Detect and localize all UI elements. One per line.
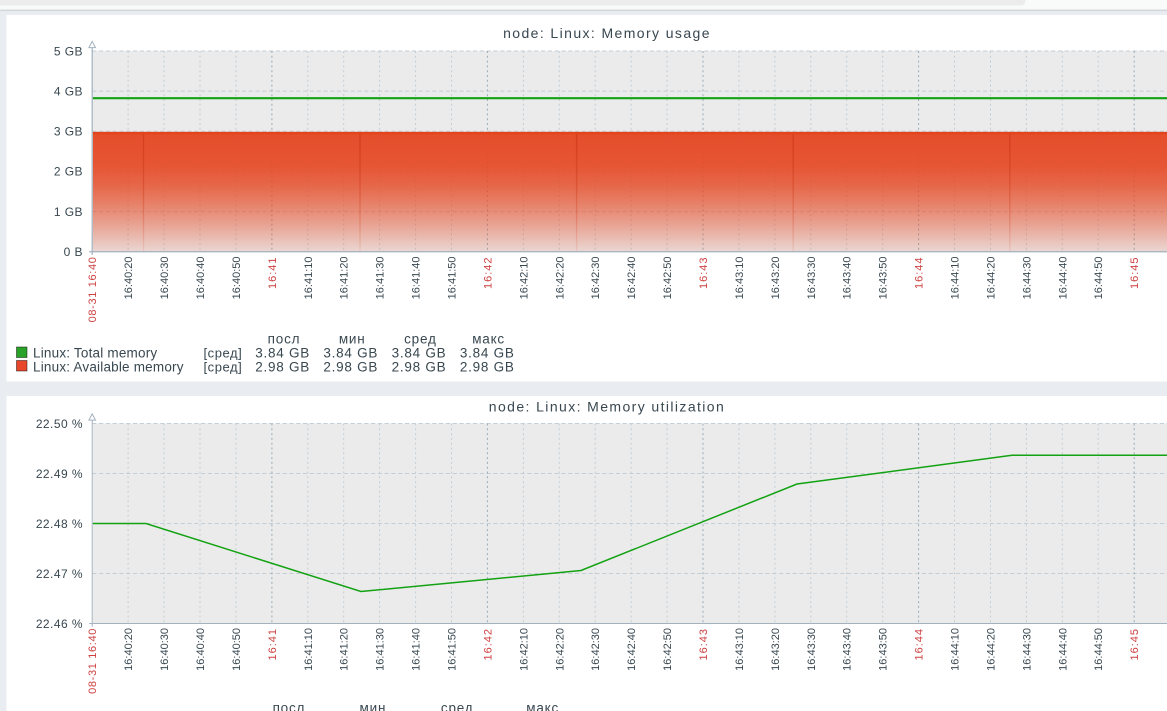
svg-text:16:40:40: 16:40:40 xyxy=(195,628,207,671)
svg-text:08-31 16:40: 08-31 16:40 xyxy=(87,257,99,323)
svg-text:16:43:40: 16:43:40 xyxy=(842,257,854,300)
svg-text:16:40:40: 16:40:40 xyxy=(195,257,207,300)
svg-text:16:43:10: 16:43:10 xyxy=(734,628,746,671)
svg-text:16:41: 16:41 xyxy=(267,257,279,290)
svg-text:16:41: 16:41 xyxy=(267,628,279,661)
svg-text:16:40:30: 16:40:30 xyxy=(159,257,171,300)
svg-text:[сред]: [сред] xyxy=(204,359,243,374)
svg-text:16:42:10: 16:42:10 xyxy=(518,628,530,671)
svg-text:16:43:20: 16:43:20 xyxy=(770,628,782,671)
svg-text:16:43:30: 16:43:30 xyxy=(806,257,818,300)
svg-text:16:44:20: 16:44:20 xyxy=(986,628,998,671)
svg-text:16:43:10: 16:43:10 xyxy=(734,257,746,300)
svg-text:3 GB: 3 GB xyxy=(54,125,83,139)
svg-text:16:41:30: 16:41:30 xyxy=(375,628,387,671)
svg-text:16:45: 16:45 xyxy=(1129,257,1141,290)
svg-text:16:41:40: 16:41:40 xyxy=(411,628,423,671)
svg-text:node: Linux: Memory usage: node: Linux: Memory usage xyxy=(503,25,711,41)
svg-text:мин: мин xyxy=(339,332,366,347)
svg-text:3.84 GB: 3.84 GB xyxy=(460,346,515,361)
svg-text:16:40:50: 16:40:50 xyxy=(231,257,243,300)
svg-text:16:44:10: 16:44:10 xyxy=(950,628,962,671)
svg-text:16:42: 16:42 xyxy=(482,257,494,290)
svg-text:16:41:30: 16:41:30 xyxy=(375,257,387,300)
svg-text:16:43: 16:43 xyxy=(698,628,710,661)
svg-text:22.46 %: 22.46 % xyxy=(36,617,83,631)
svg-text:16:40:20: 16:40:20 xyxy=(123,257,135,300)
svg-text:16:40:30: 16:40:30 xyxy=(159,628,171,671)
svg-text:16:42:30: 16:42:30 xyxy=(590,628,602,671)
svg-text:2.98 GB: 2.98 GB xyxy=(392,359,447,374)
svg-text:Linux: Available memory: Linux: Available memory xyxy=(33,359,184,374)
svg-text:16:41:40: 16:41:40 xyxy=(411,257,423,300)
svg-text:0 B: 0 B xyxy=(64,245,83,259)
svg-text:16:40:50: 16:40:50 xyxy=(231,628,243,671)
svg-text:16:42:20: 16:42:20 xyxy=(554,257,566,300)
svg-text:16:40:20: 16:40:20 xyxy=(123,628,135,671)
svg-text:3.84 GB: 3.84 GB xyxy=(255,346,310,361)
svg-text:2.98 GB: 2.98 GB xyxy=(460,359,515,374)
svg-text:16:43:50: 16:43:50 xyxy=(878,628,890,671)
svg-text:16:42: 16:42 xyxy=(482,628,494,661)
svg-text:посл: посл xyxy=(268,332,301,347)
svg-text:16:44:30: 16:44:30 xyxy=(1021,628,1033,671)
svg-text:22.50 %: 22.50 % xyxy=(36,417,83,431)
svg-text:22.47 %: 22.47 % xyxy=(36,567,83,581)
svg-text:мин: мин xyxy=(360,701,387,711)
svg-text:16:41:10: 16:41:10 xyxy=(303,257,315,300)
svg-text:2.98 GB: 2.98 GB xyxy=(255,359,310,374)
svg-text:16:42:40: 16:42:40 xyxy=(626,257,638,300)
svg-text:22.48 %: 22.48 % xyxy=(36,517,83,531)
svg-text:5 GB: 5 GB xyxy=(54,44,83,58)
svg-text:22.49 %: 22.49 % xyxy=(36,467,83,481)
svg-text:16:44:50: 16:44:50 xyxy=(1093,628,1105,671)
svg-text:[сред]: [сред] xyxy=(204,346,243,361)
svg-text:16:44:30: 16:44:30 xyxy=(1021,257,1033,300)
svg-text:node: Linux: Memory utilizatio: node: Linux: Memory utilization xyxy=(489,399,725,415)
svg-text:2.98 GB: 2.98 GB xyxy=(323,359,378,374)
svg-text:сред: сред xyxy=(441,701,474,711)
svg-text:16:44: 16:44 xyxy=(914,628,926,661)
svg-text:сред: сред xyxy=(404,332,437,347)
svg-text:16:42:50: 16:42:50 xyxy=(662,257,674,300)
svg-text:16:43:40: 16:43:40 xyxy=(842,628,854,671)
svg-text:16:44: 16:44 xyxy=(914,257,926,290)
svg-text:макс: макс xyxy=(526,701,559,711)
svg-text:16:44:50: 16:44:50 xyxy=(1093,257,1105,300)
svg-text:макс: макс xyxy=(472,332,505,347)
svg-text:16:43: 16:43 xyxy=(698,257,710,290)
svg-text:посл: посл xyxy=(273,701,306,711)
svg-text:16:44:40: 16:44:40 xyxy=(1057,257,1069,300)
svg-text:1 GB: 1 GB xyxy=(54,205,83,219)
svg-text:Linux: Total memory: Linux: Total memory xyxy=(33,346,157,361)
svg-text:16:42:10: 16:42:10 xyxy=(518,257,530,300)
svg-text:16:41:20: 16:41:20 xyxy=(339,257,351,300)
svg-text:3.84 GB: 3.84 GB xyxy=(392,346,447,361)
svg-text:16:44:40: 16:44:40 xyxy=(1057,628,1069,671)
svg-text:16:41:10: 16:41:10 xyxy=(303,628,315,671)
svg-text:08-31 16:40: 08-31 16:40 xyxy=(87,628,99,694)
svg-text:16:41:50: 16:41:50 xyxy=(447,257,459,300)
svg-text:16:42:20: 16:42:20 xyxy=(554,628,566,671)
svg-text:16:43:30: 16:43:30 xyxy=(806,628,818,671)
svg-text:16:45: 16:45 xyxy=(1129,628,1141,661)
svg-text:3.84 GB: 3.84 GB xyxy=(323,346,378,361)
svg-text:16:43:50: 16:43:50 xyxy=(878,257,890,300)
svg-text:16:42:30: 16:42:30 xyxy=(590,257,602,300)
svg-text:16:42:50: 16:42:50 xyxy=(662,628,674,671)
svg-text:16:42:40: 16:42:40 xyxy=(626,628,638,671)
svg-text:16:44:20: 16:44:20 xyxy=(986,257,998,300)
svg-text:4 GB: 4 GB xyxy=(54,84,83,98)
svg-text:16:41:20: 16:41:20 xyxy=(339,628,351,671)
svg-text:16:43:20: 16:43:20 xyxy=(770,257,782,300)
svg-text:2 GB: 2 GB xyxy=(54,165,83,179)
svg-text:16:41:50: 16:41:50 xyxy=(447,628,459,671)
svg-text:16:44:10: 16:44:10 xyxy=(950,257,962,300)
